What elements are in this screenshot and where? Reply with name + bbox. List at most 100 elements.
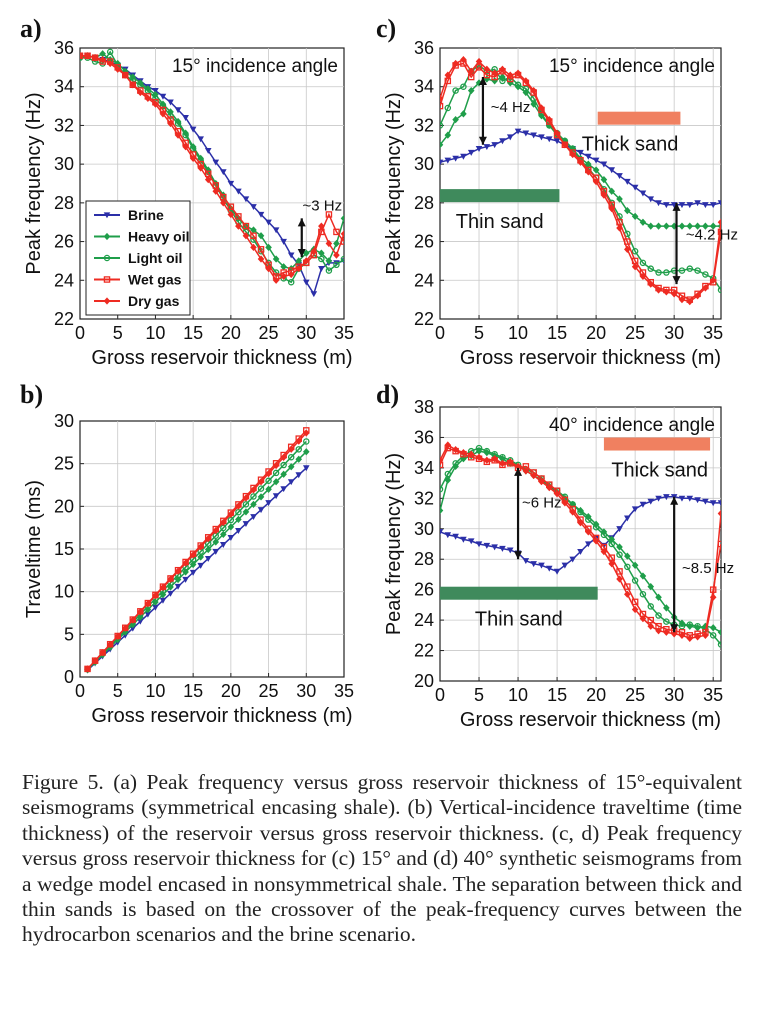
- chart-d-xtick-label: 35: [703, 685, 723, 705]
- chart-c-series-dry-gas-point: [702, 284, 709, 292]
- chart-d-xtick-label: 5: [474, 685, 484, 705]
- figure-caption: Figure 5. (a) Peak frequency versus gros…: [22, 770, 742, 947]
- chart-c-series-wet-gas-point: [717, 228, 721, 236]
- chart-c-series-brine-point: [639, 190, 647, 197]
- chart-d-series-brine-point: [467, 538, 475, 545]
- chart-a-series-dry-gas-point: [182, 143, 189, 151]
- chart-a-legend-dry-gas-marker: [103, 297, 111, 305]
- chart-d-series-light-oil-point: [663, 618, 670, 625]
- chart-c-series-dry-gas-point: [631, 263, 639, 271]
- chart-b-series-gas-point: [227, 510, 235, 518]
- chart-d-series-brine-point: [655, 495, 662, 502]
- chart-c-series-brine-point: [538, 134, 545, 141]
- chart-b-series-oil-point: [220, 530, 227, 539]
- chart-b-y-axis-label: Traveltime (ms): [23, 480, 45, 618]
- chart-c-band-1: [597, 111, 681, 125]
- chart-a-legend-wet-gas-label: Wet gas: [128, 272, 182, 288]
- chart-d-series-dry-gas-point: [702, 631, 709, 639]
- chart-a-series-dry-gas-point: [333, 251, 340, 259]
- chart-a-series-dry-gas-point: [340, 230, 344, 238]
- chart-c-series-brine-point: [475, 146, 483, 152]
- chart-c-annotation-0: ~4 Hz: [491, 99, 531, 116]
- chart-c-series-heavy-oil-point: [694, 222, 701, 230]
- chart-a-series-heavy-oil-point: [129, 73, 137, 81]
- chart-b-series-oil-point: [265, 485, 272, 493]
- chart-b-series-gas-point: [272, 461, 280, 470]
- chart-a-legend-heavy-oil-marker: [103, 232, 111, 241]
- chart-a-legend-light-oil-marker: [103, 254, 111, 262]
- chart-c-series-brine-point: [553, 138, 561, 145]
- chart-d-series-light-oil-point: [686, 621, 694, 628]
- chart-a-series-heavy-oil-point: [272, 255, 280, 263]
- chart-a-series-dry-gas-point: [114, 65, 122, 73]
- chart-a-series-light-oil-point: [318, 255, 325, 263]
- chart-b-series-gas-point: [114, 632, 122, 640]
- chart-a-series-brine-point: [257, 211, 265, 218]
- chart-d-band-0: [440, 586, 598, 600]
- chart-d-series-brine-point: [717, 500, 721, 507]
- chart-c-arrow-0-head-up: [478, 77, 487, 86]
- chart-c-series-dry-gas-point: [514, 69, 522, 77]
- chart-c-xtick-label: 20: [586, 323, 606, 343]
- chart-d-ytick-label: 28: [414, 549, 434, 569]
- chart-c: 0 5 10 15 20 25 30 35 22 24 26 28 30 32 34 36 Gross rese…: [383, 38, 738, 369]
- chart-d-series-light-oil-point: [577, 508, 584, 516]
- chart-d-series-brine-point: [522, 558, 530, 565]
- chart-d-y-axis-label: Peak frequency (Hz): [383, 453, 405, 635]
- chart-d-series-light-oil-point: [475, 444, 483, 452]
- chart-c-series-dry-gas-point: [670, 290, 678, 298]
- chart-d-xtick-label: 0: [435, 685, 445, 705]
- chart-c-series-dry-gas-point: [709, 276, 717, 284]
- chart-b-series-gas-point: [129, 616, 137, 624]
- chart-b-x-axis-label: Gross reservoir thickness (m): [91, 705, 352, 727]
- chart-a-series-brine-point: [212, 159, 220, 166]
- chart-d-ytick-label: 24: [414, 610, 434, 630]
- chart-a-series-heavy-oil-point: [144, 85, 152, 93]
- chart-c-series-dry-gas-point: [647, 280, 655, 288]
- chart-a-series-dry-gas-point: [84, 52, 91, 60]
- chart-d-band-label: Thick sand: [611, 460, 708, 482]
- chart-b-series-gas-point: [250, 486, 257, 494]
- chart-c-series-brine-point: [600, 161, 608, 168]
- chart-c-arrow-1-head-up: [672, 202, 681, 211]
- chart-c-series-dry-gas-point: [506, 71, 514, 79]
- chart-c-series-dry-gas-point: [655, 286, 662, 294]
- chart-c-incidence-title: 15° incidence angle: [549, 56, 715, 77]
- chart-a-series-wet-gas-point: [235, 213, 242, 220]
- chart-b-xtick-label: 30: [296, 681, 316, 701]
- chart-d-series-dry-gas-point: [491, 455, 498, 463]
- chart-a-series-light-oil-point: [287, 278, 295, 286]
- chart-a-ytick-label: 30: [54, 154, 74, 174]
- chart-b-ytick-label: 5: [64, 624, 74, 644]
- chart-b-series-oil-point: [257, 485, 265, 492]
- chart-a-series-group: [80, 48, 344, 298]
- chart-c-series-dry-gas-point: [545, 115, 553, 124]
- chart-c-series-heavy-oil-point: [655, 222, 662, 230]
- chart-b-ytick-label: 15: [54, 539, 74, 559]
- chart-c-band-label: Thin sand: [456, 211, 544, 233]
- chart-c-series-dry-gas-point: [717, 218, 721, 226]
- chart-b-xtick-label: 0: [75, 681, 85, 701]
- chart-c-series-brine-point: [592, 157, 600, 164]
- chart-a-series-heavy-oil-point: [325, 257, 333, 265]
- chart-a-series-dry-gas-point: [129, 81, 137, 89]
- chart-c-series-brine-point: [585, 153, 592, 160]
- chart-c-series-heavy-oil-point: [538, 112, 545, 120]
- chart-b-ytick-label: 30: [54, 411, 74, 431]
- chart-b-series-oil-point: [295, 455, 303, 463]
- chart-d-annotation-0: ~6 Hz: [522, 494, 562, 511]
- chart-d-series-brine-point: [499, 545, 506, 552]
- chart-a-series-dry-gas-point: [257, 255, 265, 263]
- chart-b-series-gas-point: [159, 583, 167, 592]
- chart-b-series-oil-point: [272, 469, 280, 477]
- chart-d-series-dry-gas-point: [639, 614, 647, 623]
- chart-c-ytick-label: 24: [414, 270, 434, 290]
- chart-d-series-dry-gas-point: [694, 633, 701, 641]
- chart-a-legend-brine-marker: [103, 212, 111, 219]
- chart-a-series-dry-gas-point: [235, 222, 242, 230]
- chart-a-series-brine-point: [280, 238, 287, 245]
- chart-d-series-light-oil-point: [709, 632, 717, 639]
- chart-d-series-heavy-oil-point: [577, 506, 584, 515]
- chart-d-series-light-oil-point: [483, 447, 491, 455]
- chart-a-legend-brine-label: Brine: [128, 207, 164, 223]
